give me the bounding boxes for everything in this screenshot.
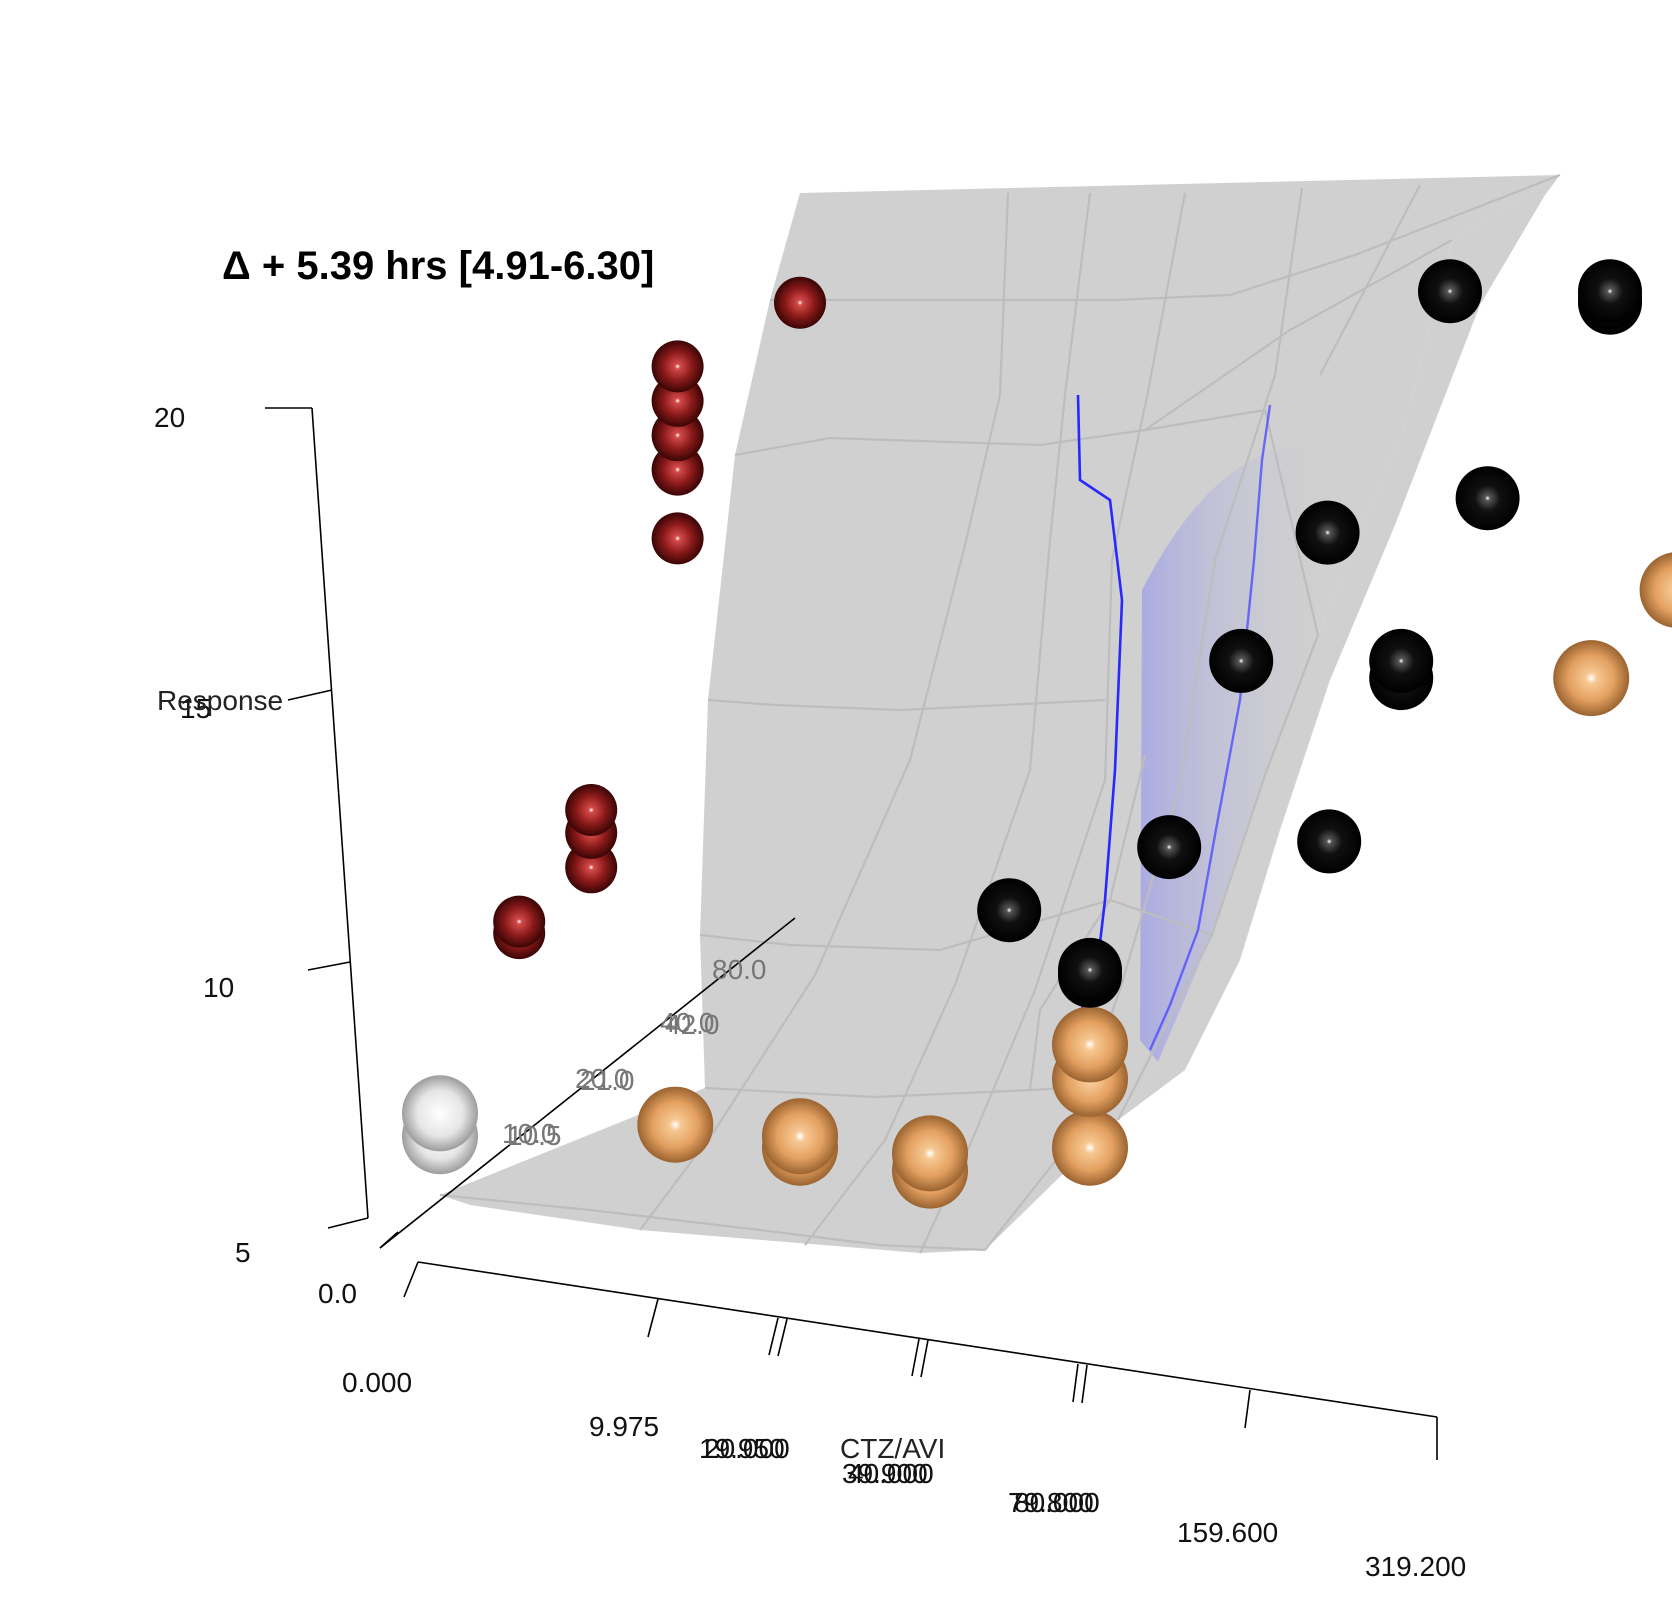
x-tick-159600 bbox=[1244, 1389, 1251, 1429]
z-tick-label-10: 10 bbox=[203, 972, 234, 1003]
y-axis-line bbox=[379, 917, 796, 1249]
data-point-orange-2 bbox=[1553, 640, 1630, 717]
data-point-orange-3 bbox=[637, 1086, 714, 1163]
x-tick-79800 bbox=[1072, 1363, 1079, 1403]
data-point-orange-8 bbox=[1052, 1006, 1128, 1083]
x-tick-80000 bbox=[1081, 1364, 1088, 1404]
x-tick-40000 bbox=[920, 1339, 929, 1378]
x-tick-label-40000: 40.000 bbox=[848, 1458, 934, 1489]
x-tick-label-0: 0.000 bbox=[342, 1367, 412, 1398]
surface-right-side bbox=[1118, 175, 1560, 1120]
y-tick-label-10: 10.0 bbox=[502, 1118, 557, 1149]
x-tick-0 bbox=[403, 1261, 419, 1298]
x-tick-9975 bbox=[647, 1298, 659, 1338]
data-points bbox=[402, 259, 1672, 1209]
data-point-orange-10 bbox=[1052, 1109, 1128, 1186]
z-tick-5 bbox=[327, 1217, 369, 1229]
data-point-black-11 bbox=[1297, 809, 1362, 874]
x-tick-label-39900: 39.900 bbox=[842, 1458, 928, 1489]
surface-main bbox=[440, 175, 1560, 1253]
x-tick-label-159600: 159.600 bbox=[1177, 1517, 1278, 1548]
x-tick-39900 bbox=[911, 1338, 920, 1377]
data-point-black-5 bbox=[1295, 500, 1360, 565]
z-axis-line bbox=[311, 407, 369, 1219]
data-point-black-6 bbox=[1209, 628, 1274, 693]
chart-title: Δ + 5.39 hrs [4.91-6.30] bbox=[222, 244, 654, 288]
response-surface bbox=[439, 173, 1561, 1254]
z-tick-10 bbox=[307, 961, 351, 971]
data-point-black-9 bbox=[1137, 815, 1202, 880]
data-point-dark_red-1 bbox=[651, 340, 704, 393]
data-point-dark_red-9 bbox=[493, 895, 546, 948]
y-tick-label-10-5: 10.5 bbox=[507, 1120, 562, 1151]
y-tick-label-42: 42.0 bbox=[665, 1009, 720, 1040]
x-axis-line bbox=[417, 1261, 1438, 1418]
data-point-orange-6 bbox=[892, 1115, 968, 1192]
y-tick-label-0: 0.0 bbox=[318, 1278, 357, 1309]
data-point-white-0 bbox=[402, 1075, 478, 1152]
x-tick-label-80000: 80.000 bbox=[1014, 1487, 1100, 1518]
x-tick-label-79800: 79.800 bbox=[1008, 1487, 1094, 1518]
y-tick-label-20: 20.0 bbox=[575, 1063, 630, 1094]
data-point-dark_red-0 bbox=[774, 276, 826, 329]
z-tick-label-15: 15 bbox=[180, 693, 211, 724]
x-tick-label-9975: 9.975 bbox=[589, 1411, 659, 1442]
z-tick-label-20: 20 bbox=[154, 402, 185, 433]
data-point-orange-1 bbox=[1639, 552, 1672, 628]
z-axis-title: Response bbox=[157, 685, 283, 716]
x-axis-title: CTZ/AVI bbox=[840, 1433, 945, 1464]
y-tick-0 bbox=[379, 1231, 399, 1249]
z-axis: 20 15 10 5 Response bbox=[154, 402, 369, 1268]
y-axis: 0.0 10.0 10.5 20.0 21.0 40.0 42.0 80.0 bbox=[318, 917, 796, 1309]
y-tick-label-21: 21.0 bbox=[580, 1065, 635, 1096]
data-point-black-1 bbox=[1578, 259, 1642, 324]
x-axis: 0.000 9.975 19.950 20.000 39.900 40.000 … bbox=[342, 1261, 1466, 1582]
x-tick-20000 bbox=[777, 1318, 788, 1357]
x-tick-label-319200: 319.200 bbox=[1365, 1551, 1466, 1582]
surface-grid-lines bbox=[439, 173, 1561, 1254]
data-point-black-4 bbox=[1455, 466, 1520, 531]
data-point-black-12 bbox=[1058, 937, 1122, 1002]
z-tick-label-5: 5 bbox=[235, 1237, 251, 1268]
x-tick-19950 bbox=[768, 1317, 779, 1356]
data-point-dark_red-5 bbox=[651, 512, 704, 565]
y-tick-label-40: 40.0 bbox=[660, 1007, 715, 1038]
y-tick-label-80: 80.0 bbox=[712, 954, 767, 985]
x-tick-label-20000: 20.000 bbox=[704, 1433, 790, 1464]
data-point-dark_red-6 bbox=[565, 784, 618, 836]
contour-line-right bbox=[1148, 404, 1272, 1051]
data-point-orange-4 bbox=[762, 1098, 838, 1175]
x-tick-label-19950: 19.950 bbox=[699, 1433, 785, 1464]
z-tick-15 bbox=[287, 689, 333, 701]
data-point-black-0 bbox=[1418, 259, 1482, 324]
data-point-black-10 bbox=[977, 878, 1042, 943]
data-point-black-7 bbox=[1369, 628, 1434, 693]
